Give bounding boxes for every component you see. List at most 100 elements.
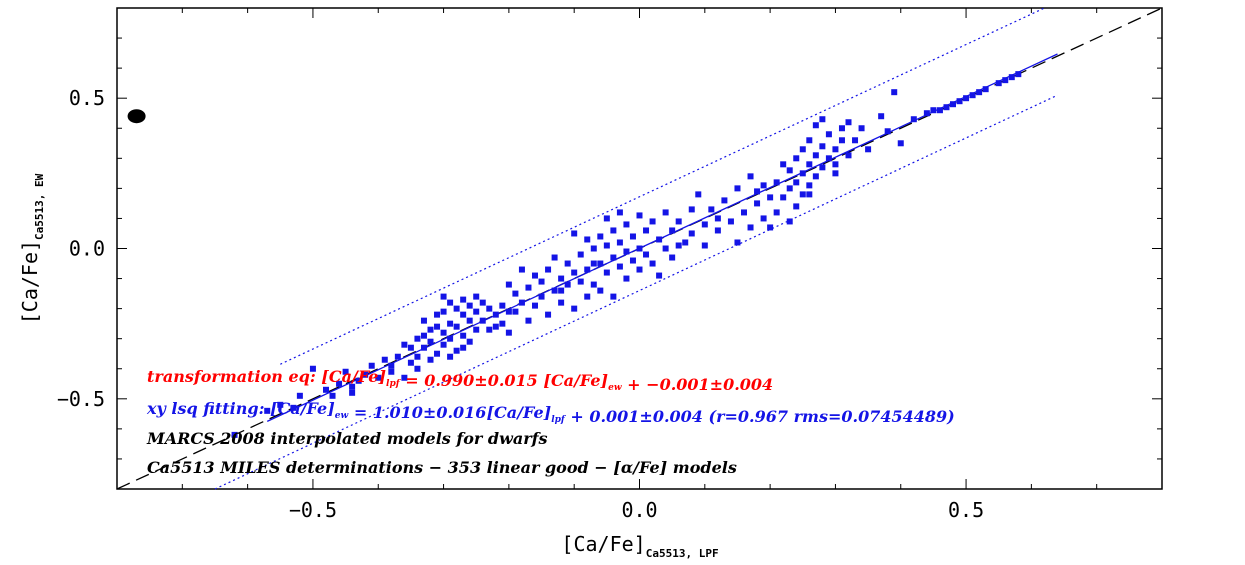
data-point xyxy=(427,338,434,345)
data-point xyxy=(466,302,473,309)
rms-band-upper xyxy=(280,7,1045,365)
data-point xyxy=(675,242,682,249)
data-point xyxy=(936,107,943,114)
data-point xyxy=(296,392,303,399)
data-point xyxy=(447,335,454,342)
data-point xyxy=(375,374,382,381)
data-point xyxy=(473,293,480,300)
annotation-text: MARCS 2008 interpolated models for dwarf… xyxy=(146,429,548,448)
data-points xyxy=(127,71,1022,438)
annotation-line: MARCS 2008 interpolated models for dwarf… xyxy=(146,429,548,448)
data-point xyxy=(838,125,845,132)
data-point xyxy=(636,212,643,219)
data-point xyxy=(453,323,460,330)
data-point xyxy=(466,338,473,345)
data-point xyxy=(447,299,454,306)
data-point xyxy=(420,344,427,351)
annotation-line: Ca5513 MILES determinations − 353 linear… xyxy=(147,458,737,477)
data-point xyxy=(440,341,447,348)
data-point xyxy=(349,383,356,390)
data-point xyxy=(479,299,486,306)
data-point xyxy=(812,152,819,159)
data-point xyxy=(799,191,806,198)
data-point xyxy=(714,227,721,234)
annotation-text: + −0.001±0.004 xyxy=(622,375,774,394)
data-point xyxy=(349,389,356,396)
data-point xyxy=(1002,77,1009,84)
data-point xyxy=(420,332,427,339)
y-tick-label: 0.0 xyxy=(69,237,105,261)
data-point xyxy=(499,320,506,327)
data-point xyxy=(336,380,343,387)
tick-labels: −0.5 0.0 0.5 −0.5 0.0 0.5 xyxy=(57,86,984,522)
data-point xyxy=(414,353,421,360)
data-point xyxy=(838,137,845,144)
data-point xyxy=(440,329,447,336)
data-point xyxy=(577,278,584,285)
data-point xyxy=(623,275,630,282)
data-point xyxy=(701,242,708,249)
data-point xyxy=(518,299,525,306)
data-point xyxy=(688,230,695,237)
data-point xyxy=(616,209,623,216)
data-point xyxy=(512,290,519,297)
data-point xyxy=(688,206,695,213)
data-point xyxy=(806,161,813,168)
data-point xyxy=(460,344,467,351)
data-point xyxy=(479,317,486,324)
data-point xyxy=(584,236,591,243)
data-point xyxy=(812,173,819,180)
data-point xyxy=(982,86,989,93)
data-point xyxy=(747,224,754,231)
data-point xyxy=(610,227,617,234)
data-point xyxy=(858,125,865,132)
data-point xyxy=(643,251,650,258)
data-point xyxy=(819,164,826,171)
annotation-subscript: ew xyxy=(335,411,349,421)
data-point xyxy=(603,215,610,222)
data-point xyxy=(407,359,414,366)
data-point xyxy=(584,293,591,300)
annotation-text: Ca5513 MILES determinations − 353 linear… xyxy=(147,458,737,477)
data-point xyxy=(545,266,552,273)
data-point xyxy=(512,308,519,315)
data-point xyxy=(884,128,891,135)
data-point xyxy=(747,173,754,180)
data-point xyxy=(825,131,832,138)
data-point xyxy=(656,236,663,243)
rms-band-lower xyxy=(214,94,1058,490)
data-point xyxy=(453,347,460,354)
data-point xyxy=(460,332,467,339)
data-point xyxy=(532,272,538,279)
data-point xyxy=(891,89,898,96)
data-point xyxy=(662,209,669,216)
data-point xyxy=(571,305,578,312)
data-point xyxy=(799,146,806,153)
data-point xyxy=(669,254,676,261)
data-point xyxy=(963,95,970,102)
data-point xyxy=(799,170,806,177)
data-point xyxy=(786,218,793,225)
data-point xyxy=(734,185,741,192)
x-tick-label: −0.5 xyxy=(289,498,337,522)
data-point xyxy=(819,116,826,123)
data-point xyxy=(277,401,284,408)
data-point xyxy=(564,281,571,288)
data-point xyxy=(584,266,591,273)
data-point xyxy=(434,350,441,357)
data-point xyxy=(486,326,493,333)
data-point xyxy=(388,368,395,375)
y-tick-label: 0.5 xyxy=(69,86,105,110)
data-point xyxy=(597,233,604,240)
data-point xyxy=(845,119,852,126)
data-point xyxy=(499,302,506,309)
axis-ticks xyxy=(116,7,1163,490)
data-point xyxy=(923,110,930,117)
data-point xyxy=(623,221,630,228)
annotation-text: + 0.001±0.004 (r=0.967 rms=0.07454489) xyxy=(565,407,955,426)
data-point xyxy=(492,323,499,330)
annotation-text: = 1.010±0.016[Ca/Fe] xyxy=(348,403,551,422)
data-point xyxy=(603,269,610,276)
data-point xyxy=(610,293,617,300)
